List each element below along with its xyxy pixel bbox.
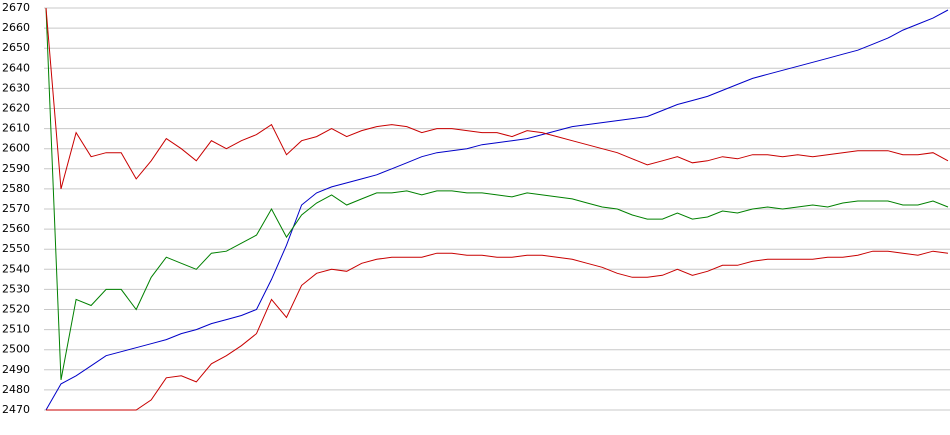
y-tick-label: 2630 bbox=[2, 81, 30, 94]
y-tick-label: 2600 bbox=[2, 142, 30, 155]
y-tick-label: 2660 bbox=[2, 21, 30, 34]
y-tick-label: 2500 bbox=[2, 343, 30, 356]
y-tick-label: 2620 bbox=[2, 102, 30, 115]
y-tick-label: 2540 bbox=[2, 262, 30, 275]
y-tick-label: 2610 bbox=[2, 122, 30, 135]
y-tick-label: 2580 bbox=[2, 182, 30, 195]
y-tick-label: 2590 bbox=[2, 162, 30, 175]
y-tick-label: 2530 bbox=[2, 282, 30, 295]
series-line bbox=[45, 7, 949, 380]
y-tick-label: 2570 bbox=[2, 202, 30, 215]
y-tick-label: 2510 bbox=[2, 323, 30, 336]
y-tick-label: 2550 bbox=[2, 242, 30, 255]
y-tick-label: 2470 bbox=[2, 403, 30, 416]
series-line bbox=[45, 7, 949, 190]
y-tick-label: 2670 bbox=[2, 1, 30, 14]
y-tick-label: 2650 bbox=[2, 41, 30, 54]
y-tick-label: 2520 bbox=[2, 303, 30, 316]
y-tick-label: 2480 bbox=[2, 383, 30, 396]
y-tick-label: 2490 bbox=[2, 363, 30, 376]
y-tick-label: 2640 bbox=[2, 61, 30, 74]
series-line bbox=[46, 250, 949, 411]
y-tick-label: 2560 bbox=[2, 222, 30, 235]
series-line bbox=[45, 9, 949, 411]
